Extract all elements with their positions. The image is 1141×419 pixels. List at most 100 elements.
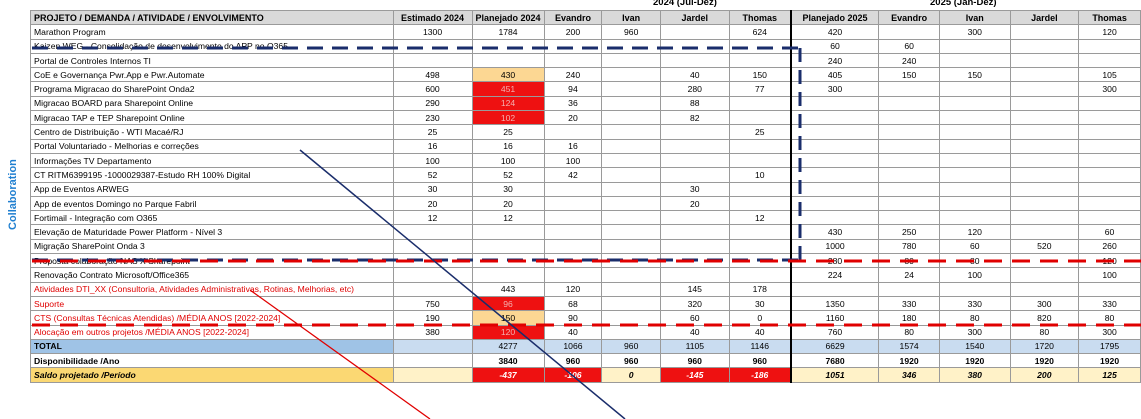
value-cell[interactable]: 105	[1078, 67, 1141, 83]
row-label[interactable]: Migracao TAP e TEP Sharepoint Online	[30, 110, 394, 126]
row-label[interactable]: Centro de Distribuição - WTI Macaé/RJ	[30, 124, 394, 140]
value-cell[interactable]	[939, 81, 1011, 97]
value-cell[interactable]	[939, 38, 1011, 54]
value-cell[interactable]	[1009, 167, 1080, 183]
row-label[interactable]: Portal Voluntariado - Melhorias e correç…	[30, 138, 394, 154]
row-label[interactable]: Alocação em outros projetos /MÉDIA ANOS …	[30, 324, 394, 340]
value-cell[interactable]: 42	[543, 167, 603, 183]
value-cell[interactable]: 1720	[1009, 338, 1080, 355]
value-cell[interactable]	[939, 281, 1011, 297]
value-cell[interactable]: 24	[878, 267, 941, 283]
value-cell[interactable]	[660, 238, 730, 255]
value-cell[interactable]	[1009, 210, 1080, 226]
value-cell[interactable]: 20	[660, 195, 730, 212]
value-cell[interactable]	[660, 52, 730, 69]
value-cell[interactable]: 150	[728, 67, 792, 83]
value-cell[interactable]: 260	[1078, 238, 1141, 255]
value-cell[interactable]	[728, 38, 792, 54]
value-cell[interactable]: 420	[789, 24, 880, 40]
value-cell[interactable]: 96	[471, 295, 545, 312]
value-cell[interactable]: 4277	[471, 338, 545, 355]
value-cell[interactable]	[1009, 253, 1080, 269]
value-cell[interactable]	[543, 52, 603, 69]
row-label[interactable]: CT RITM6399195 -1000029387-Estudo RH 100…	[30, 167, 394, 183]
value-cell[interactable]: 82	[660, 110, 730, 126]
value-cell[interactable]: 230	[392, 110, 473, 126]
value-cell[interactable]	[543, 238, 603, 255]
value-cell[interactable]: 820	[1009, 310, 1080, 326]
value-cell[interactable]: 6629	[789, 338, 880, 355]
value-cell[interactable]	[471, 267, 545, 283]
value-cell[interactable]	[392, 353, 473, 369]
value-cell[interactable]: 240	[543, 67, 603, 83]
value-cell[interactable]: 94	[543, 81, 603, 97]
value-cell[interactable]	[1009, 267, 1080, 283]
value-cell[interactable]: 1920	[1078, 353, 1141, 369]
value-cell[interactable]: 300	[1078, 81, 1141, 97]
value-cell[interactable]	[471, 38, 545, 54]
value-cell[interactable]: 12	[471, 210, 545, 226]
value-cell[interactable]: 120	[471, 324, 545, 340]
value-cell[interactable]: 960	[601, 24, 661, 40]
value-cell[interactable]: 40	[660, 324, 730, 340]
row-label[interactable]: App de eventos Domingo no Parque Fabril	[30, 195, 394, 212]
value-cell[interactable]	[543, 253, 603, 269]
value-cell[interactable]: 12	[392, 210, 473, 226]
value-cell[interactable]: 1784	[471, 24, 545, 40]
value-cell[interactable]: 330	[939, 295, 1011, 312]
value-cell[interactable]: 30	[392, 181, 473, 197]
value-cell[interactable]	[878, 167, 941, 183]
value-cell[interactable]: 1350	[789, 295, 880, 312]
value-cell[interactable]	[939, 52, 1011, 69]
value-cell[interactable]: 300	[1078, 324, 1141, 340]
value-cell[interactable]	[1078, 124, 1141, 140]
value-cell[interactable]: 520	[1009, 238, 1080, 255]
value-cell[interactable]	[392, 281, 473, 297]
value-cell[interactable]: 300	[1009, 295, 1080, 312]
row-label[interactable]: Programa Migracao do SharePoint Onda2	[30, 81, 394, 97]
value-cell[interactable]: 224	[789, 267, 880, 283]
row-label[interactable]: Migracao BOARD para Sharepoint Online	[30, 95, 394, 112]
value-cell[interactable]: 20	[543, 110, 603, 126]
value-cell[interactable]: 102	[471, 110, 545, 126]
value-cell[interactable]: 30	[660, 181, 730, 197]
value-cell[interactable]: 150	[939, 67, 1011, 83]
value-cell[interactable]: 760	[789, 324, 880, 340]
value-cell[interactable]	[878, 152, 941, 169]
value-cell[interactable]: 320	[660, 295, 730, 312]
value-cell[interactable]: 300	[939, 324, 1011, 340]
value-cell[interactable]: 60	[789, 38, 880, 54]
value-cell[interactable]	[1078, 138, 1141, 154]
value-cell[interactable]	[1078, 152, 1141, 169]
value-cell[interactable]: 300	[939, 24, 1011, 40]
value-cell[interactable]	[660, 38, 730, 54]
value-cell[interactable]	[728, 253, 792, 269]
row-label[interactable]: Marathon Program	[30, 24, 394, 40]
value-cell[interactable]: 1574	[878, 338, 941, 355]
value-cell[interactable]	[1078, 181, 1141, 197]
value-cell[interactable]	[878, 124, 941, 140]
value-cell[interactable]	[939, 181, 1011, 197]
value-cell[interactable]: 80	[1009, 324, 1080, 340]
value-cell[interactable]: 960	[543, 353, 603, 369]
value-cell[interactable]: 25	[392, 124, 473, 140]
value-cell[interactable]: 1160	[789, 310, 880, 326]
value-cell[interactable]	[1009, 52, 1080, 69]
value-cell[interactable]	[660, 138, 730, 154]
value-cell[interactable]	[601, 310, 661, 326]
value-cell[interactable]	[392, 38, 473, 54]
value-cell[interactable]	[601, 124, 661, 140]
row-label[interactable]: Atividades DTI_XX (Consultoria, Atividad…	[30, 281, 394, 297]
value-cell[interactable]: 190	[392, 310, 473, 326]
value-cell[interactable]	[392, 253, 473, 269]
value-cell[interactable]	[601, 95, 661, 112]
value-cell[interactable]	[543, 267, 603, 283]
value-cell[interactable]	[1078, 38, 1141, 54]
value-cell[interactable]	[660, 210, 730, 226]
value-cell[interactable]: 405	[789, 67, 880, 83]
value-cell[interactable]	[728, 95, 792, 112]
row-label[interactable]: TOTAL	[30, 338, 394, 355]
value-cell[interactable]: 624	[728, 24, 792, 40]
value-cell[interactable]: 300	[789, 81, 880, 97]
value-cell[interactable]: -437	[471, 367, 545, 383]
